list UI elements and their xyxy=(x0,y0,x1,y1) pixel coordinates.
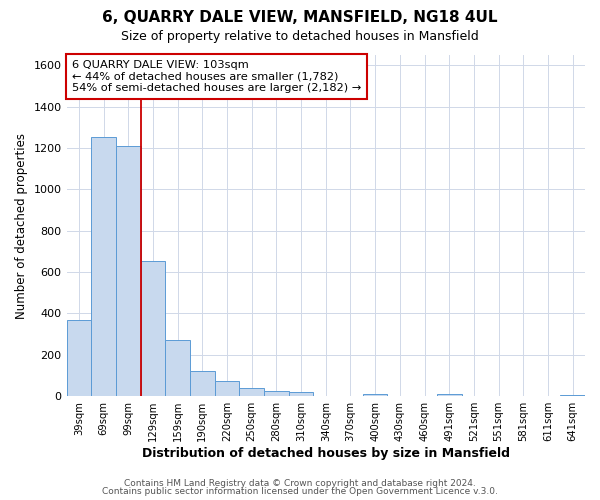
Bar xyxy=(165,340,190,396)
Bar xyxy=(239,388,264,396)
Text: Contains public sector information licensed under the Open Government Licence v.: Contains public sector information licen… xyxy=(102,487,498,496)
Bar xyxy=(140,261,165,396)
Bar xyxy=(215,380,239,396)
Bar xyxy=(264,391,289,396)
Bar xyxy=(91,136,116,396)
X-axis label: Distribution of detached houses by size in Mansfield: Distribution of detached houses by size … xyxy=(142,447,510,460)
Text: Size of property relative to detached houses in Mansfield: Size of property relative to detached ho… xyxy=(121,30,479,43)
Bar xyxy=(67,320,91,396)
Text: 6 QUARRY DALE VIEW: 103sqm
← 44% of detached houses are smaller (1,782)
54% of s: 6 QUARRY DALE VIEW: 103sqm ← 44% of deta… xyxy=(72,60,361,94)
Bar xyxy=(363,394,388,396)
Bar xyxy=(437,394,461,396)
Bar xyxy=(190,372,215,396)
Bar xyxy=(560,394,585,396)
Text: 6, QUARRY DALE VIEW, MANSFIELD, NG18 4UL: 6, QUARRY DALE VIEW, MANSFIELD, NG18 4UL xyxy=(102,10,498,25)
Text: Contains HM Land Registry data © Crown copyright and database right 2024.: Contains HM Land Registry data © Crown c… xyxy=(124,478,476,488)
Y-axis label: Number of detached properties: Number of detached properties xyxy=(15,132,28,318)
Bar xyxy=(116,146,140,396)
Bar xyxy=(289,392,313,396)
